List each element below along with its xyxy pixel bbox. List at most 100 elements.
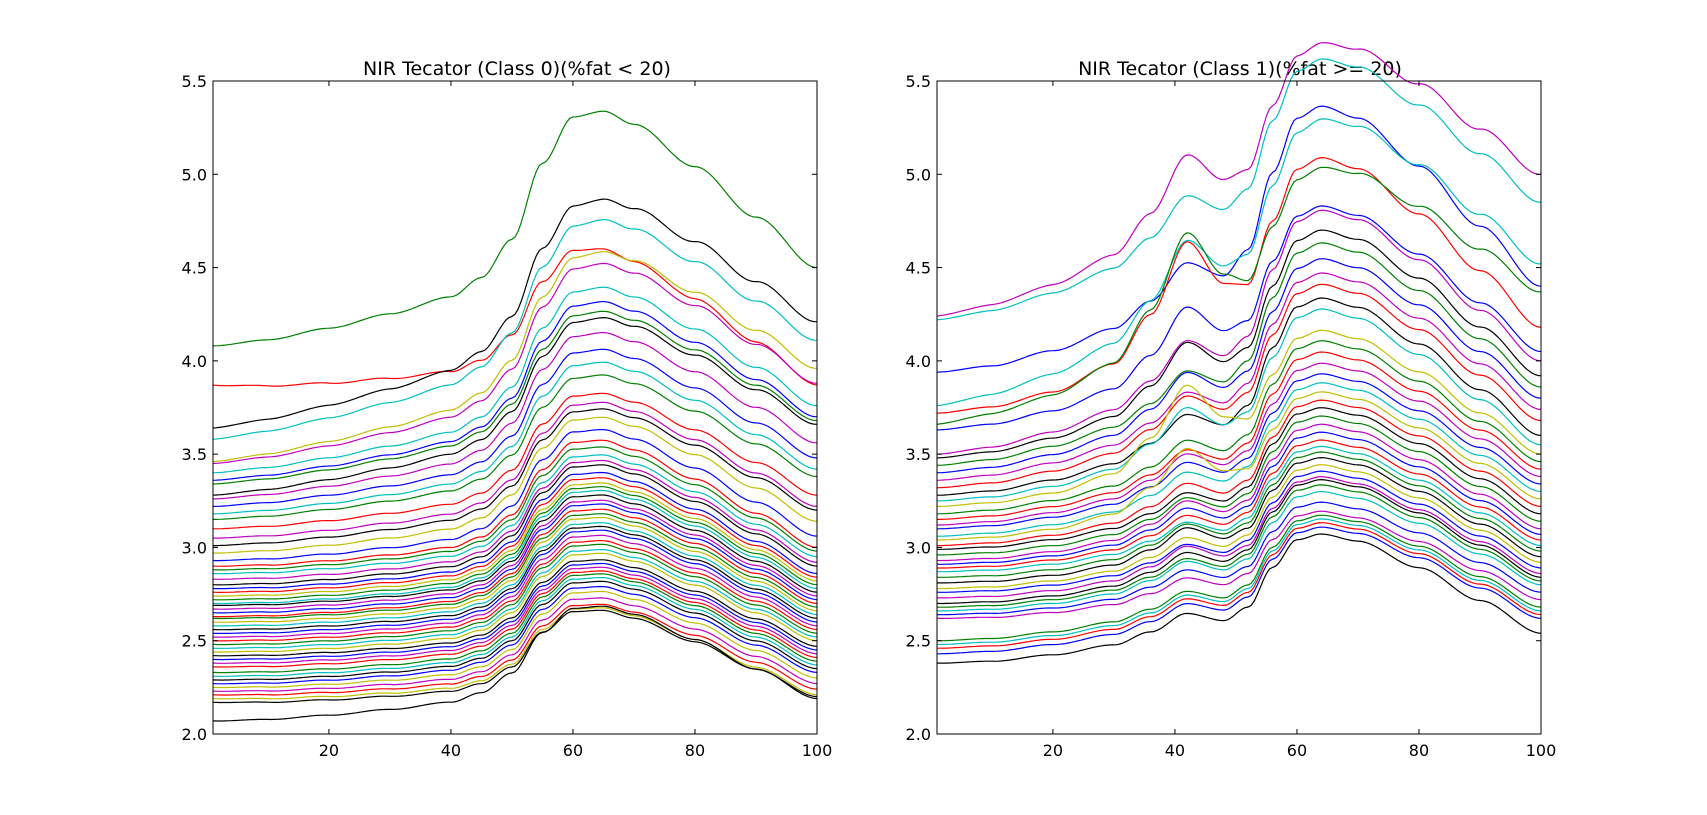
left-chart-series-line [212,218,818,440]
left-chart-series-line [212,573,818,674]
left-chart-x-tick-label: 80 [685,741,705,760]
right-chart-y-tick-label: 5.5 [906,72,931,91]
left-chart-series-line [212,439,818,567]
left-chart-y-tick-label: 3.0 [182,538,207,557]
left-chart-series-line [212,508,818,618]
left-chart-series-line [212,198,818,429]
right-chart-y-tick-label: 2.0 [906,725,931,744]
right-chart-series-group [936,42,1542,664]
left-chart-series-line [212,603,818,696]
left-chart-y-tick-label: 3.5 [182,445,207,464]
right-chart-series-line [937,340,1542,515]
right-chart-series-line [937,297,1542,496]
right-chart-series-line [936,58,1542,321]
right-chart-series-line [937,526,1542,655]
left-chart-series-line [212,486,818,601]
right-chart-series-line [936,431,1542,565]
left-chart-series-group [212,110,818,722]
left-chart-y-tick-label: 4.0 [182,352,207,371]
right-chart-series-line [937,514,1542,642]
right-chart-x-tick-label: 60 [1287,741,1307,760]
right-chart-x-tick-label: 80 [1409,741,1429,760]
left-chart-series-line [213,374,818,520]
left-chart-series-line [212,262,818,465]
left-chart-panel: NIR Tecator (Class 0)(%fat < 20) 20 40 60 8… [182,58,833,760]
left-chart-series-line [213,361,818,515]
left-chart-series-line [212,300,818,481]
left-chart-y-tick-label: 4.5 [182,259,207,278]
left-chart-series-line [212,416,818,554]
left-chart-series-line [212,570,818,668]
left-chart-series-line [213,401,818,539]
left-chart-x-tick-label: 40 [441,741,461,760]
right-chart-series-line [936,501,1542,616]
left-chart-series-line [212,585,818,685]
left-chart-series-line [212,348,818,507]
left-chart-series-line [212,597,818,692]
right-chart-y-tick-label: 2.5 [906,632,931,651]
right-chart-series-line [936,156,1542,414]
right-chart-series-line [937,533,1542,664]
left-chart-series-line [212,489,818,605]
right-chart-series-line [937,399,1542,547]
left-chart-x-tick-label: 20 [319,741,339,760]
left-chart-series-line [212,429,818,562]
left-chart-series-line [212,310,818,485]
right-chart-series-line [937,490,1542,612]
left-chart-series-line [212,549,818,649]
left-chart-series-line [212,454,818,575]
left-chart-series-line [212,525,818,631]
left-chart-series-line [212,494,818,606]
right-chart-series-line [936,478,1542,605]
right-chart-series-line [936,166,1541,425]
right-chart-series-line [937,445,1542,573]
left-chart-series-line [213,331,818,500]
right-chart-series-line [936,118,1541,407]
right-chart-series-line [937,407,1542,550]
right-chart-series-line [937,308,1542,502]
left-chart-series-line [212,477,818,593]
left-chart-x-tick-label: 100 [802,741,833,760]
right-chart-series-line [936,258,1542,474]
left-chart-series-line [212,529,818,634]
right-chart-series-line [936,209,1542,455]
left-chart-y-tick-label: 2.0 [182,725,207,744]
left-chart-series-line [212,446,818,571]
left-chart-series-line [212,543,818,646]
right-chart-x-tick-label: 40 [1165,741,1185,760]
left-chart-series-line [212,286,818,474]
right-chart-series-line [937,373,1542,530]
left-chart-series-line [212,503,818,614]
right-chart-y-tick-label: 3.5 [906,445,931,464]
right-chart-series-line [937,423,1542,562]
left-chart-series-line [212,499,818,610]
right-chart-x-tick-label: 100 [1526,741,1557,760]
right-chart-series-line [936,510,1542,619]
right-chart-y-tick-label: 3.0 [906,538,931,557]
left-chart-series-line [212,605,818,722]
left-chart-y-tick-label: 5.5 [182,72,207,91]
right-chart-series-line [937,464,1542,590]
left-chart-series-line [212,459,818,580]
left-chart-series-line [212,464,818,586]
left-chart-series-line [212,577,818,677]
right-chart-series-line [936,476,1542,599]
left-chart-series-line [212,590,818,689]
left-chart-series-line [213,408,818,547]
left-chart-y-tick-label: 5.0 [182,165,207,184]
right-chart-series-line [937,451,1542,578]
right-chart-series-line [937,456,1542,584]
left-chart-frame [212,80,818,735]
left-chart-series-line [212,559,818,657]
right-chart-series-line [936,242,1542,466]
left-chart-series-line [212,250,818,463]
left-chart-series-line [212,513,818,620]
left-chart-x-tick-label: 60 [563,741,583,760]
right-chart-series-line [936,205,1542,431]
right-chart-series-line [937,362,1542,526]
left-chart-series-line [212,566,818,664]
right-chart-title: NIR Tecator (Class 1)(%fat >= 20) [1078,58,1402,80]
right-chart-series-line [937,439,1542,569]
left-chart-series-line [212,562,818,661]
left-chart-series-line [212,609,818,704]
